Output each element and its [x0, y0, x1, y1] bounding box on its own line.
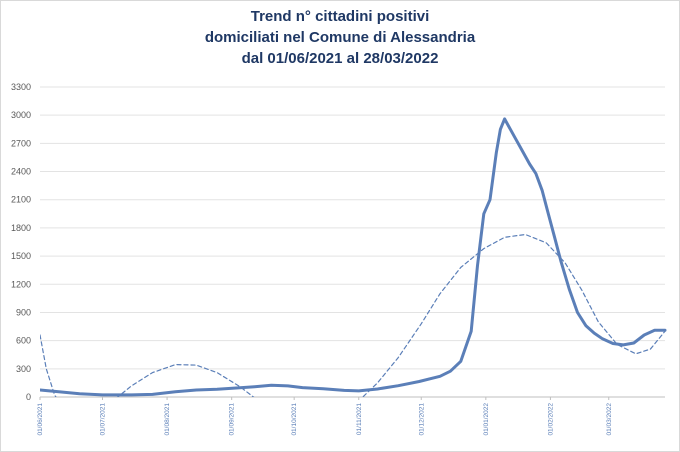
chart-title-line-1: Trend n° cittadini positivi — [250, 8, 430, 25]
y-tick-label: 3300 — [11, 82, 31, 92]
x-tick-label: 01/11/2021 — [356, 403, 363, 435]
y-tick-label: 2700 — [11, 138, 31, 148]
gridlines — [40, 86, 665, 398]
x-tick-label: 01/12/2021 — [418, 403, 425, 436]
y-tick-label: 300 — [16, 364, 31, 374]
y-tick-label: 1200 — [11, 279, 31, 289]
y-tick-label: 900 — [16, 307, 31, 317]
series-layer — [40, 117, 667, 397]
x-axis: 01/06/2021 01/07/2021 01/08/2021 01/09/2021… — [37, 397, 613, 436]
y-tick-label: 1800 — [11, 223, 31, 233]
x-tick-label: 01/02/2022 — [547, 403, 554, 436]
x-tick-label: 01/03/2022 — [606, 403, 613, 436]
y-tick-label: 3000 — [11, 110, 31, 120]
x-tick-label: 01/10/2021 — [291, 403, 298, 436]
y-axis: 0 300 600 900 1200 1500 1800 2100 2400 2700 3000 33… — [11, 82, 31, 402]
chart-title-line-2: domiciliati nel Comune di Alessandria — [204, 29, 476, 46]
y-tick-label: 600 — [16, 336, 31, 346]
x-tick-label: 01/08/2021 — [164, 403, 171, 436]
y-tick-label: 1500 — [11, 251, 31, 261]
y-tick-label: 2100 — [11, 195, 31, 205]
trend-line-dashed — [40, 233, 666, 397]
chart-title-line-3: dal 01/06/2021 al 28/03/2022 — [241, 50, 439, 67]
data-line-solid — [40, 117, 667, 397]
y-tick-label: 0 — [26, 392, 31, 402]
x-tick-label: 01/09/2021 — [229, 403, 236, 436]
x-tick-label: 01/01/2022 — [483, 403, 490, 436]
chart-title: Trend n° cittadini positivi domiciliati … — [0, 6, 680, 69]
x-tick-label: 01/06/2021 — [37, 403, 44, 436]
x-tick-label: 01/07/2021 — [100, 403, 107, 436]
y-tick-label: 2400 — [11, 167, 31, 177]
